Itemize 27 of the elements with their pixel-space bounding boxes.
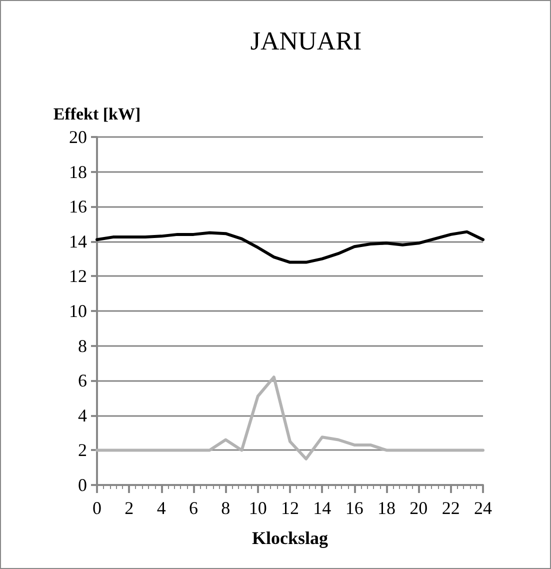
x-tick-label: 12 xyxy=(281,498,299,518)
y-tick-label: 8 xyxy=(78,336,87,356)
chart-title: JANUARI xyxy=(250,26,362,56)
x-tick-label: 8 xyxy=(221,498,230,518)
x-tick-label: 22 xyxy=(442,498,460,518)
x-tick-label: 18 xyxy=(378,498,396,518)
y-tick-label: 18 xyxy=(69,162,87,182)
x-tick-label: 0 xyxy=(92,498,102,518)
y-tick-label: 14 xyxy=(69,231,87,252)
x-tick-label: 14 xyxy=(313,498,332,518)
y-tick-label: 10 xyxy=(69,301,87,321)
x-tick-label: 10 xyxy=(248,498,267,518)
y-tick-label: 16 xyxy=(69,196,87,217)
y-tick-label: 6 xyxy=(78,370,87,391)
x-tick-label: 20 xyxy=(410,498,428,518)
y-axis-title: Effekt [kW] xyxy=(53,104,141,124)
y-tick-label: 12 xyxy=(69,266,87,286)
y-tick-label: 0 xyxy=(78,475,87,495)
x-tick-label: 2 xyxy=(124,498,134,518)
x-tick-label: 6 xyxy=(189,498,198,518)
x-tick-label: 4 xyxy=(156,498,166,518)
x-tick-label: 24 xyxy=(474,498,492,518)
x-axis-title: Klockslag xyxy=(252,528,328,548)
y-tick-label: 20 xyxy=(69,127,87,147)
y-tick-label: 4 xyxy=(78,405,87,426)
y-tick-label: 2 xyxy=(78,440,87,460)
x-tick-label: 16 xyxy=(345,498,364,518)
